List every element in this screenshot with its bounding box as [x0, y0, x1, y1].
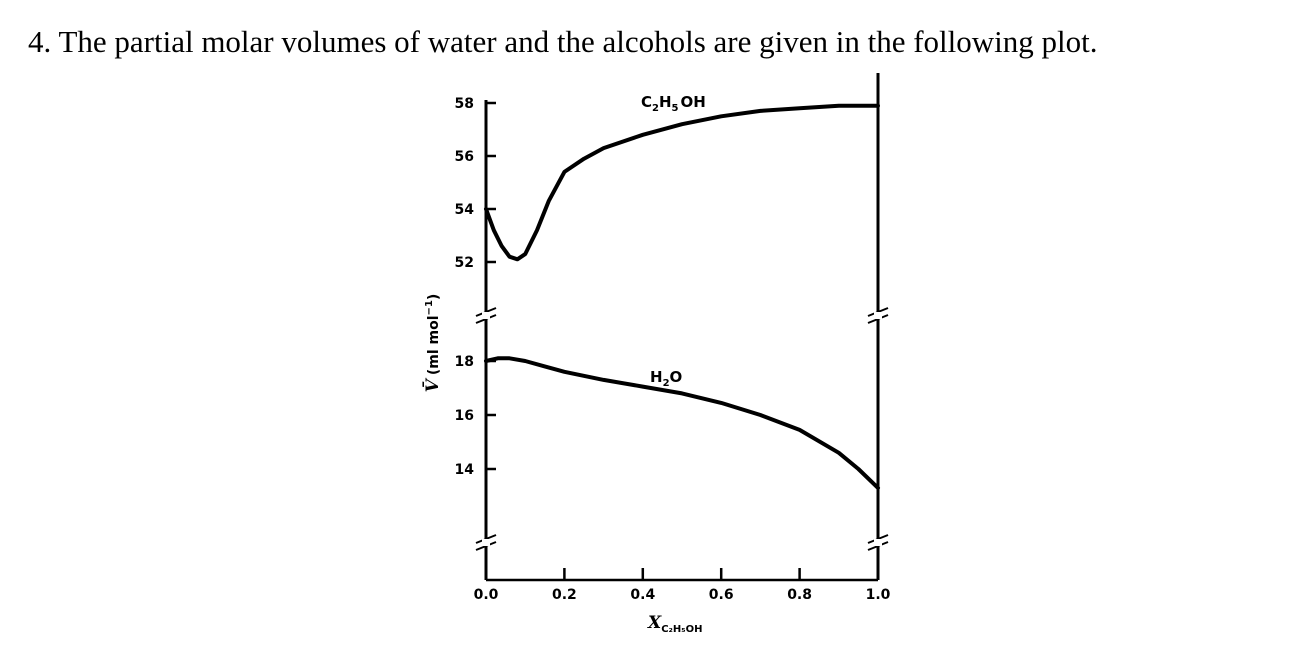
y-ticks: 52 54 56 58 14 16 18 [455, 96, 496, 478]
x-tick-label-0.4: 0.4 [630, 587, 655, 603]
y-tick-label-upper-56: 56 [455, 149, 474, 165]
y-tick-label-upper-58: 58 [455, 96, 474, 112]
axis-break-upper-left [475, 307, 497, 324]
axis-break-upper-right [867, 307, 889, 324]
axis-break-lower-left [475, 534, 497, 551]
series-label-ethanol: C2H5 OH [641, 93, 706, 114]
x-axis-title: XC₂H₅OH [647, 613, 703, 635]
y-tick-label-upper-54: 54 [455, 202, 475, 218]
x-tick-label-1: 1.0 [866, 587, 891, 603]
series-line-water [484, 356, 880, 490]
y-tick-label-lower-14: 14 [455, 462, 475, 478]
y-axis-title: V̄(ml mol−1) [422, 294, 443, 393]
x-tick-label-0: 0.0 [474, 587, 499, 603]
series-line-ethanol [484, 103, 880, 262]
x-tick-label-0.6: 0.6 [709, 587, 734, 603]
question-text: 4. The partial molar volumes of water an… [28, 24, 1098, 59]
axis-break-lower-right [867, 534, 889, 551]
y-tick-label-upper-52: 52 [455, 255, 474, 271]
y-tick-label-lower-18: 18 [455, 354, 474, 370]
x-ticks: 0.0 0.2 0.4 0.6 0.8 1.0 [474, 568, 891, 603]
x-tick-label-0.2: 0.2 [552, 587, 577, 603]
series-label-water: H2O [650, 368, 682, 389]
y-tick-label-lower-16: 16 [455, 408, 474, 424]
series-layer [484, 103, 880, 490]
x-tick-label-0.8: 0.8 [787, 587, 812, 603]
axes [475, 73, 889, 582]
